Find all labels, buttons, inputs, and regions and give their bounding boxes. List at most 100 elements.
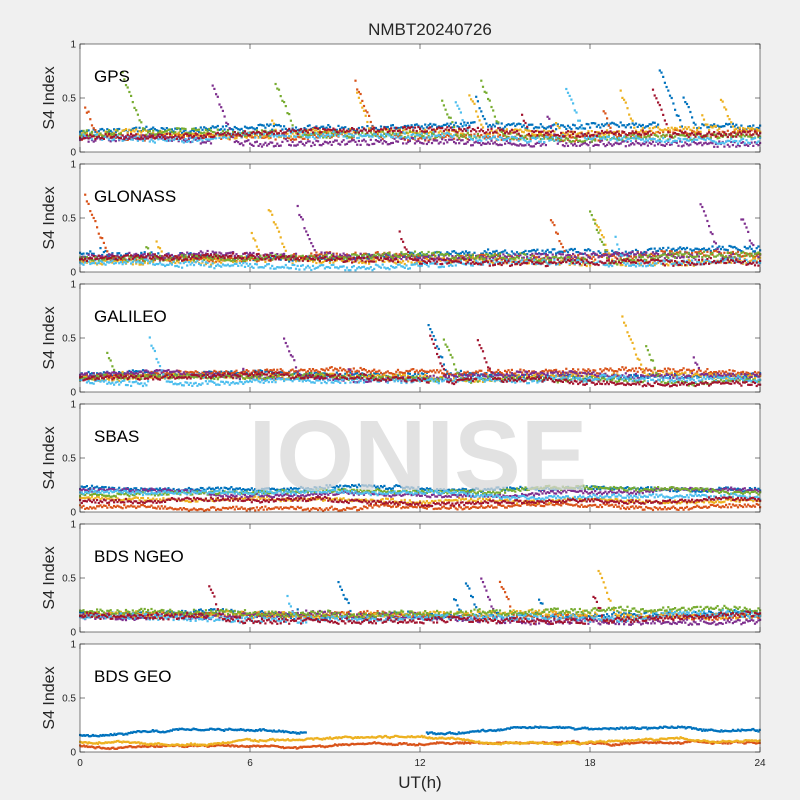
data-point (623, 135, 626, 138)
data-point (456, 125, 459, 128)
data-point (405, 131, 408, 134)
data-point (427, 132, 430, 135)
data-point (466, 127, 469, 130)
data-point (366, 131, 369, 134)
data-point (199, 131, 202, 134)
data-point (376, 140, 379, 143)
data-point (568, 94, 571, 97)
data-point (230, 128, 233, 131)
data-point (90, 138, 94, 141)
data-point (699, 250, 702, 253)
data-point (674, 128, 677, 131)
data-point (410, 252, 413, 255)
data-point (327, 133, 330, 136)
data-point (580, 252, 583, 255)
data-point (447, 138, 451, 141)
data-point (233, 131, 236, 134)
data-point (471, 100, 474, 103)
data-point (619, 121, 622, 124)
data-point (135, 128, 138, 131)
data-point (128, 134, 131, 137)
data-point (672, 102, 675, 105)
data-point (177, 140, 180, 143)
data-point (442, 132, 445, 135)
data-point (305, 129, 308, 132)
data-point (736, 131, 740, 134)
data-point (668, 143, 672, 146)
data-point (347, 127, 350, 131)
data-point (352, 139, 355, 142)
data-point (177, 127, 180, 130)
data-point (364, 134, 367, 138)
data-point (531, 254, 534, 257)
data-point (694, 142, 697, 145)
data-point (369, 257, 372, 260)
data-point (675, 141, 678, 144)
data-point (573, 136, 576, 139)
data-point (276, 142, 279, 145)
data-point (206, 138, 209, 141)
data-point (308, 128, 311, 131)
data-point (636, 142, 639, 145)
data-point (687, 106, 690, 109)
data-point (308, 132, 311, 135)
data-point (667, 246, 670, 249)
data-point (493, 130, 496, 133)
data-point (143, 138, 146, 141)
data-point (412, 137, 415, 140)
data-point (604, 112, 607, 115)
data-point (194, 132, 197, 135)
data-point (359, 252, 362, 255)
data-point (730, 134, 733, 137)
data-point (388, 129, 391, 132)
data-point (130, 135, 133, 138)
data-point (398, 129, 401, 132)
data-point (527, 140, 530, 143)
data-point (325, 134, 328, 137)
data-point (402, 126, 405, 129)
data-point (684, 101, 687, 104)
data-point (543, 129, 546, 132)
data-point (419, 130, 422, 133)
data-point (628, 113, 631, 116)
data-point (412, 254, 415, 257)
data-point (407, 260, 410, 263)
data-point (436, 139, 439, 142)
data-point (459, 132, 462, 135)
data-point (689, 110, 692, 114)
data-point (328, 129, 332, 133)
data-point (124, 138, 128, 141)
data-point (293, 263, 296, 267)
data-point (361, 131, 364, 134)
data-point (133, 127, 136, 130)
data-point (617, 132, 621, 135)
data-point (568, 134, 571, 137)
data-point (575, 137, 578, 140)
data-point (663, 140, 666, 143)
data-point (470, 254, 473, 257)
data-point (281, 133, 284, 137)
data-point (527, 132, 530, 135)
data-point (152, 132, 155, 135)
data-point (492, 109, 495, 112)
data-point (570, 133, 573, 136)
data-point (310, 128, 313, 131)
data-point (645, 125, 648, 128)
data-point (85, 132, 88, 135)
data-point (306, 129, 309, 132)
data-point (517, 257, 520, 260)
data-point (600, 132, 604, 135)
data-point (216, 133, 219, 136)
data-point (735, 145, 738, 148)
data-point (388, 134, 391, 137)
data-point (442, 135, 445, 138)
data-point (619, 138, 622, 141)
data-point (568, 140, 571, 143)
data-point (565, 87, 568, 91)
data-point (612, 135, 615, 138)
data-point (539, 140, 542, 143)
data-point (153, 137, 156, 140)
data-point (376, 135, 379, 138)
data-point (153, 133, 156, 136)
data-point (672, 131, 675, 134)
